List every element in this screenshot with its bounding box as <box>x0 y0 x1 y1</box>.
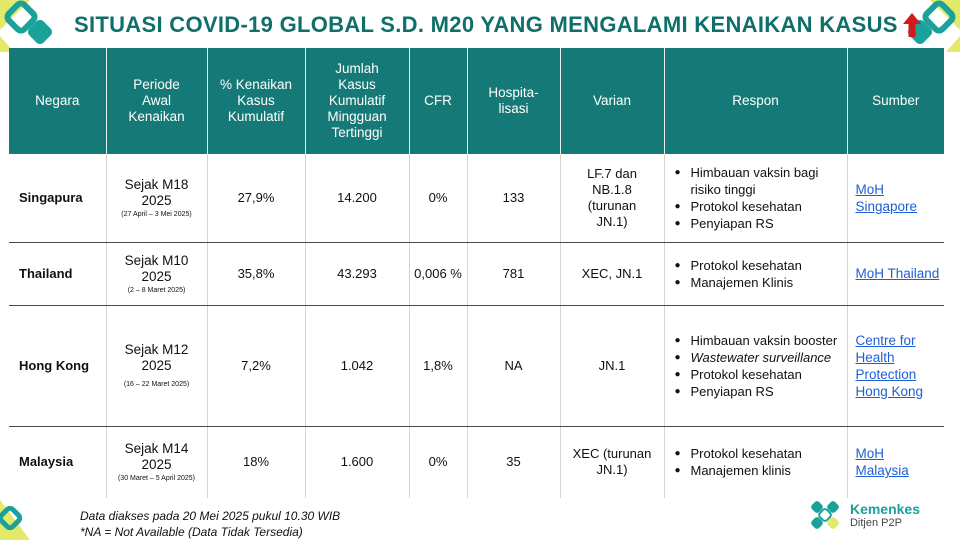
cell-sumber: MoH Singapore <box>847 154 944 243</box>
cell-sumber: Centre for Health Protection Hong Kong <box>847 305 944 427</box>
header-hosp: Hospita-lisasi <box>467 48 561 154</box>
cell-periode: Sejak M10 2025 (2 – 8 Maret 2025) <box>106 242 208 306</box>
cell-respon: Protokol kesehatan Manajemen Klinis <box>664 242 848 306</box>
table-row: Singapura Sejak M18 2025 (27 April – 3 M… <box>9 154 944 243</box>
respon-list: Himbauan vaksin booster Wastewater surve… <box>675 332 843 400</box>
cell-hosp: 133 <box>467 154 561 243</box>
cell-hosp: NA <box>467 305 561 427</box>
respon-list: Himbauan vaksin bagi risiko tinggi Proto… <box>675 164 843 232</box>
table-row: Malaysia Sejak M14 2025 (30 Maret – 5 Ap… <box>9 426 944 498</box>
table-header-row: Negara Periode Awal Kenaikan % Kenaikan … <box>9 48 944 154</box>
respon-item: Penyiapan RS <box>675 215 843 232</box>
table-row: Thailand Sejak M10 2025 (2 – 8 Maret 202… <box>9 242 944 306</box>
header-negara: Negara <box>9 48 107 154</box>
period-main: Sejak M14 2025 <box>124 441 189 473</box>
cell-sumber: MoH Thailand <box>847 242 944 306</box>
cell-varian: JN.1 <box>560 305 665 427</box>
period-main: Sejak M10 2025 <box>124 252 189 284</box>
cell-cfr: 0% <box>409 426 468 498</box>
kemenkes-logo-icon <box>811 501 839 529</box>
cell-jumlah: 43.293 <box>305 242 410 306</box>
cell-respon: Himbauan vaksin bagi risiko tinggi Proto… <box>664 154 848 243</box>
cell-respon: Protokol kesehatan Manajemen klinis <box>664 426 848 498</box>
respon-item: Protokol kesehatan <box>675 445 843 462</box>
kemenkes-logo: Kemenkes Ditjen P2P <box>808 498 920 534</box>
source-link[interactable]: Centre for Health Protection Hong Kong <box>855 332 924 399</box>
cell-varian: XEC, JN.1 <box>560 242 665 306</box>
cell-negara: Hong Kong <box>9 305 107 427</box>
period-main: Sejak M18 2025 <box>124 176 189 208</box>
arrow-up-icon <box>902 13 921 37</box>
respon-list: Protokol kesehatan Manajemen klinis <box>675 445 843 479</box>
cell-kenaikan: 18% <box>207 426 306 498</box>
period-detail: (2 – 8 Maret 2025) <box>127 286 186 294</box>
logo-name: Kemenkes <box>849 501 920 517</box>
respon-item: Himbauan vaksin bagi risiko tinggi <box>675 164 843 198</box>
cell-respon: Himbauan vaksin booster Wastewater surve… <box>664 305 848 427</box>
header-sumber: Sumber <box>847 48 944 154</box>
corner-decoration-top-left <box>0 0 53 52</box>
period-detail: (30 Maret – 5 April 2025) <box>117 475 196 483</box>
covid-situation-table: Negara Periode Awal Kenaikan % Kenaikan … <box>9 48 944 498</box>
respon-item: Protokol kesehatan <box>675 366 843 383</box>
cell-kenaikan: 35,8% <box>207 242 306 306</box>
footnote-na: *NA = Not Available (Data Tidak Tersedia… <box>80 525 303 539</box>
cell-cfr: 0% <box>409 154 468 243</box>
header-respon: Respon <box>664 48 848 154</box>
source-link[interactable]: MoH Singapore <box>855 181 918 214</box>
page-title: SITUASI COVID-19 GLOBAL S.D. M20 YANG ME… <box>74 12 898 37</box>
respon-list: Protokol kesehatan Manajemen Klinis <box>675 257 843 291</box>
cell-cfr: 0,006 % <box>409 242 468 306</box>
respon-item: Manajemen klinis <box>675 462 843 479</box>
header-varian: Varian <box>560 48 665 154</box>
title-bar: SITUASI COVID-19 GLOBAL S.D. M20 YANG ME… <box>74 10 922 40</box>
footnotes: Data diakses pada 20 Mei 2025 pukul 10.3… <box>80 508 340 540</box>
cell-sumber: MoH Malaysia <box>847 426 944 498</box>
source-link[interactable]: MoH Thailand <box>855 266 940 281</box>
period-main: Sejak M12 2025 <box>124 342 189 373</box>
corner-decoration-bottom-left <box>0 500 30 540</box>
table-row: Hong Kong Sejak M12 2025 (16 – 22 Maret … <box>9 305 944 427</box>
cell-negara: Singapura <box>9 154 107 243</box>
cell-negara: Thailand <box>9 242 107 306</box>
respon-item: Manajemen Klinis <box>675 274 843 291</box>
cell-periode: Sejak M14 2025 (30 Maret – 5 April 2025) <box>106 426 208 498</box>
cell-kenaikan: 7,2% <box>207 305 306 427</box>
respon-item: Wastewater surveillance <box>675 349 843 366</box>
respon-item: Protokol kesehatan <box>675 257 843 274</box>
cell-jumlah: 1.042 <box>305 305 410 427</box>
respon-item: Penyiapan RS <box>675 383 843 400</box>
cell-hosp: 35 <box>467 426 561 498</box>
period-detail: (16 – 22 Maret 2025) <box>123 381 190 388</box>
cell-periode: Sejak M18 2025 (27 April – 3 Mei 2025) <box>106 154 208 243</box>
cell-varian: LF.7 dan NB.1.8 (turunan JN.1) <box>560 154 665 243</box>
header-periode: Periode Awal Kenaikan <box>106 48 208 154</box>
respon-item: Himbauan vaksin booster <box>675 332 843 349</box>
source-link[interactable]: MoH Malaysia <box>855 446 909 479</box>
period-detail: (27 April – 3 Mei 2025) <box>121 210 192 218</box>
logo-sub: Ditjen P2P <box>849 517 902 529</box>
cell-cfr: 1,8% <box>409 305 468 427</box>
header-kenaikan: % Kenaikan Kasus Kumulatif <box>207 48 306 154</box>
respon-item: Protokol kesehatan <box>675 198 843 215</box>
cell-hosp: 781 <box>467 242 561 306</box>
cell-periode: Sejak M12 2025 (16 – 22 Maret 2025) <box>106 305 208 427</box>
cell-varian: XEC (turunan JN.1) <box>560 426 665 498</box>
cell-jumlah: 1.600 <box>305 426 410 498</box>
cell-jumlah: 14.200 <box>305 154 410 243</box>
cell-negara: Malaysia <box>9 426 107 498</box>
header-cfr: CFR <box>409 48 468 154</box>
cell-kenaikan: 27,9% <box>207 154 306 243</box>
header-jumlah: Jumlah Kasus Kumulatif Mingguan Tertingg… <box>305 48 410 154</box>
footnote-access-date: Data diakses pada 20 Mei 2025 pukul 10.3… <box>80 509 341 523</box>
